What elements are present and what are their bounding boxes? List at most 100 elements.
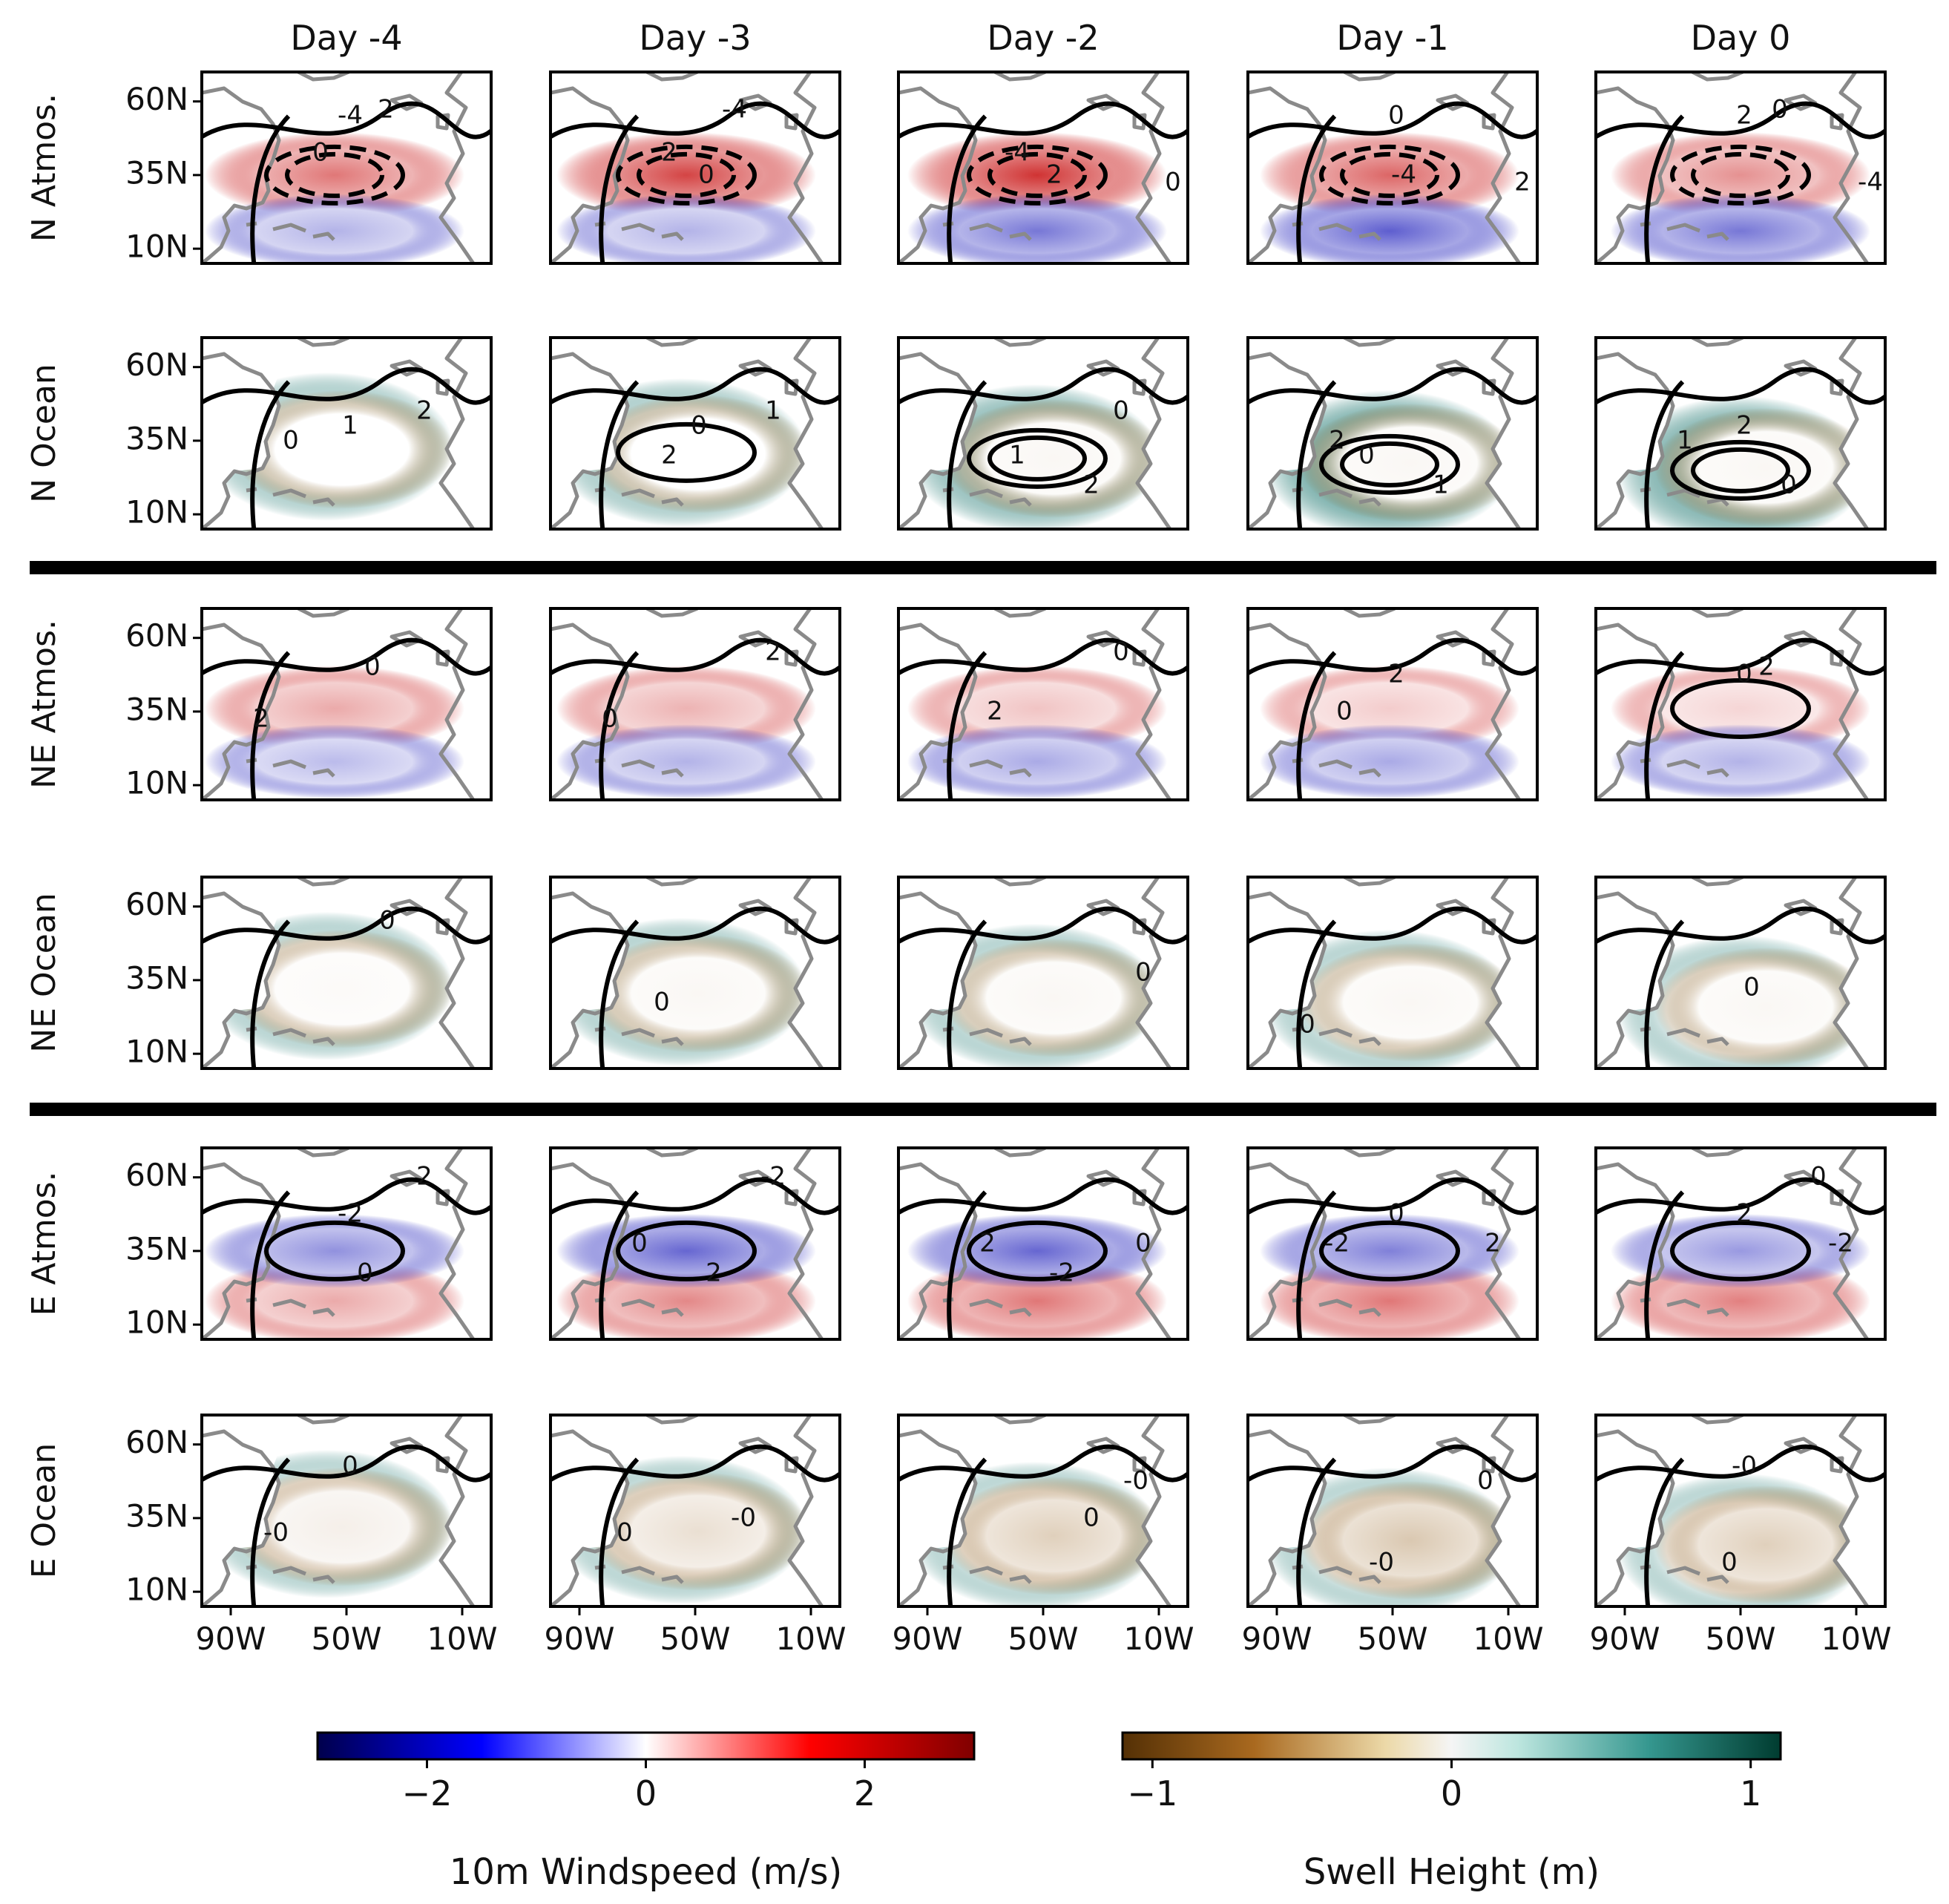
negative-anomaly-blob [1260,724,1519,799]
negative-anomaly-blob [205,724,464,799]
panel-e-windspeed-day--3: -2 2 0 [549,1146,841,1341]
colorbar-gradient [316,1731,976,1761]
panel-e-swell-day--1: 0 -0 90W 50W 10W [1242,1414,1543,1657]
coastline [1009,1037,1032,1046]
zero-contour [1248,906,1537,945]
colorbar-gradient [1121,1731,1782,1761]
panel-e-swell-day-0: 0 -0 90W 50W 10W [1590,1414,1891,1657]
panel-e-swell-day--3: 0 -0 90W 50W 10W [545,1414,846,1657]
anomaly-contour [987,151,1087,198]
negative-anomaly-blob [231,929,453,1048]
panel-e-windspeed-day--2: -2 2 0 [897,1146,1189,1341]
zero-contour [1644,919,1685,1068]
zero-contour [898,367,1188,405]
zero-contour [947,919,987,1068]
zero-contour [202,637,491,676]
coastline [661,232,684,241]
coastline [436,378,450,396]
lon-tick-label: 90W [893,1621,963,1657]
coastline [1666,1028,1700,1038]
contour-label: 2 [416,1162,433,1192]
zero-contour [1248,101,1537,139]
contour-label: -4 [722,95,747,125]
coastline [202,623,281,800]
coastline [1009,232,1032,241]
coastline [645,72,698,82]
coastline [1318,759,1353,769]
contour-label: 0 [698,160,714,190]
contour-label: 2 [1046,160,1062,190]
panel-n-windspeed-day--3: -4 20 Day -3 [549,18,841,265]
land-mask [1248,877,1537,1068]
land-mask [550,1415,840,1606]
coastline [1358,232,1381,241]
lon-tick-label: 90W [196,1621,266,1657]
coastline [1482,649,1496,667]
coastline [1666,1299,1700,1309]
coastline [969,488,1003,499]
colorbar-tick-label: −1 [1127,1773,1177,1813]
coastline [645,1415,698,1425]
contour-label: 2 [661,441,677,470]
coastline [787,1415,824,1606]
zero-contour [947,380,987,529]
coastline [1485,877,1522,1068]
panel-frame [549,607,841,801]
coastline [297,877,349,887]
group-separator [30,561,1936,574]
coastline [272,1566,306,1576]
coastline [1596,86,1675,263]
coastline [787,608,824,800]
lon-tick-label: 10W [1124,1621,1194,1657]
contour-label: 2 [706,1258,722,1288]
panel-n-swell-day--3: 0 1 2 [549,336,841,531]
negative-anomaly-blob [942,1476,1165,1595]
coastline [969,223,1003,233]
negative-anomaly-blob [1260,1213,1519,1288]
zero-contour [250,1457,291,1606]
lat-tick-label: 35N [125,691,188,727]
coastline [1691,608,1743,618]
negative-anomaly-blob [205,194,464,263]
land-mask [550,877,840,1068]
negative-anomaly-blob [1299,403,1522,522]
coastline [202,86,281,263]
contour-label: -0 [1369,1548,1394,1578]
negative-anomaly-blob [205,1213,464,1288]
panel-ne-windspeed-day--1: 02 [1246,607,1539,801]
coastline [297,1148,349,1158]
contour-label: -2 [1828,1229,1853,1258]
coastline [312,768,335,778]
lat-tick-label: 60N [125,1424,188,1460]
contour-label: 0 [1165,168,1181,197]
zero-contour [1296,919,1337,1068]
row-label: N Atmos. [25,93,63,242]
negative-anomaly-blob [942,938,1165,1057]
coastline [1009,768,1032,778]
panel-e-windspeed-day--1: -2 2 0 [1246,1146,1539,1341]
coastline [1485,72,1522,263]
coastline [787,877,824,1068]
panel-ne-swell-day--2: 0 [897,876,1189,1070]
zero-contour [1644,380,1685,529]
coastline [784,649,799,667]
coastline [1343,1148,1396,1158]
contour-label: 0 [617,1518,633,1548]
panel-frame [1594,70,1887,265]
coastline [993,338,1046,347]
coastline [550,891,630,1068]
coastline [1485,1148,1522,1339]
coastline [1833,338,1870,529]
panel-frame [1594,876,1887,1070]
lon-tick-label: 90W [545,1621,615,1657]
coastline [645,1148,698,1158]
coastline [1358,1307,1381,1317]
contour-label: 2 [765,637,781,667]
contour-label: -0 [263,1518,289,1548]
zero-contour [947,114,987,263]
zero-contour [550,367,840,405]
colorbars: −2 0 2 10m Windspeed (m/s) −1 0 1 Swell Height … [316,1731,1782,1893]
contour-label: 2 [1736,101,1752,131]
coastline [661,1307,684,1317]
contour-label: -2 [760,1162,786,1192]
